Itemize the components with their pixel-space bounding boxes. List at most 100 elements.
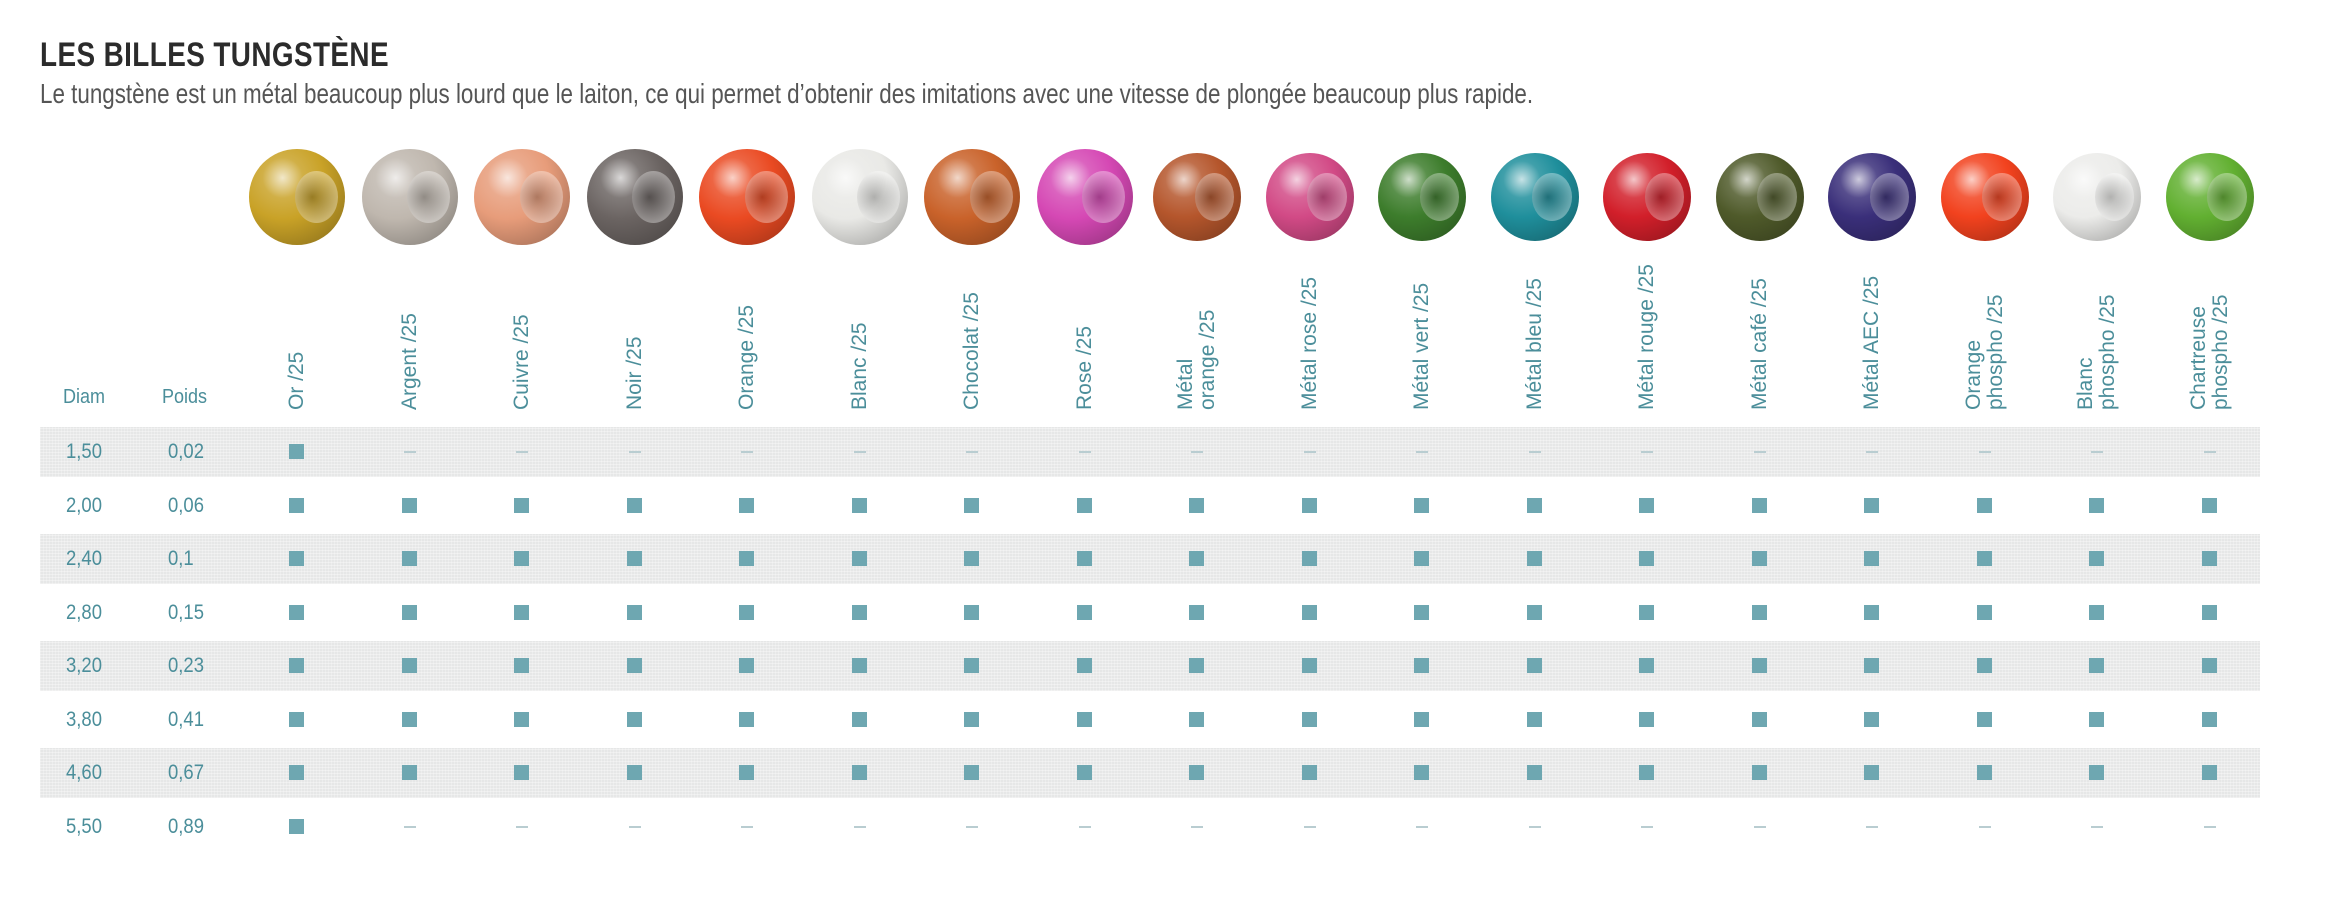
bead-swatch-8: [1153, 153, 1241, 241]
available-marker: [1639, 711, 1654, 727]
bead-swatch-17: [2165, 153, 2254, 241]
color-header: Orange /25: [735, 304, 758, 410]
available-marker: [1414, 765, 1429, 780]
bead-swatch-15: [1940, 153, 2029, 241]
diam-cell: 5,50: [66, 814, 102, 838]
available-marker: [739, 551, 754, 566]
available-marker: [1526, 711, 1542, 727]
available-marker: [289, 818, 304, 834]
available-marker: [964, 497, 979, 513]
available-marker: [1076, 711, 1092, 727]
bead-hole: [1307, 172, 1347, 222]
unavailable-dash: [628, 451, 641, 453]
available-marker: [739, 711, 754, 727]
available-marker: [851, 658, 867, 673]
unavailable-dash: [1978, 451, 1991, 453]
available-marker: [514, 604, 529, 620]
unavailable-dash: [1528, 825, 1541, 828]
available-marker: [2201, 497, 2217, 513]
color-header: Chocolat /25: [960, 292, 983, 410]
available-marker: [2089, 497, 2104, 513]
available-marker: [2201, 551, 2217, 566]
available-marker: [514, 711, 529, 727]
unavailable-dash: [1753, 451, 1766, 453]
available-marker: [1414, 711, 1429, 727]
poids-cell: 0,41: [168, 707, 204, 731]
bead-swatch-2: [474, 149, 570, 245]
available-marker: [1751, 658, 1767, 673]
available-marker: [1639, 765, 1654, 780]
available-marker: [1639, 604, 1654, 620]
diam-cell: 2,00: [66, 493, 102, 517]
diam-cell: 1,50: [66, 440, 102, 463]
row-stripe: [40, 748, 2260, 798]
available-marker: [401, 711, 417, 727]
unavailable-dash: [403, 825, 416, 828]
available-marker: [1189, 604, 1204, 620]
available-marker: [1189, 711, 1204, 727]
available-marker: [2089, 765, 2104, 780]
available-marker: [851, 711, 867, 727]
available-marker: [2201, 711, 2217, 727]
bead-swatch-12: [1603, 153, 1691, 241]
available-marker: [1864, 658, 1879, 673]
bead-hole: [2094, 172, 2135, 222]
unavailable-dash: [1641, 451, 1653, 453]
poids-cell: 0,89: [168, 814, 204, 838]
bead-hole: [1644, 172, 1685, 222]
available-marker: [401, 658, 417, 673]
available-marker: [1414, 658, 1429, 673]
available-marker: [1751, 497, 1767, 513]
bead-swatch-3: [586, 149, 683, 245]
available-marker: [289, 444, 304, 459]
available-marker: [739, 658, 754, 673]
available-marker: [401, 551, 417, 566]
unavailable-dash: [2091, 825, 2103, 828]
available-marker: [964, 658, 979, 673]
unavailable-dash: [1078, 451, 1091, 453]
available-marker: [289, 765, 304, 780]
bead-hole: [294, 170, 338, 224]
available-marker: [1189, 551, 1204, 566]
unavailable-dash: [1078, 825, 1091, 828]
available-marker: [401, 765, 417, 780]
bead-hole: [2207, 172, 2247, 222]
bead-swatch-10: [1378, 153, 1466, 241]
unavailable-dash: [966, 825, 978, 828]
color-header: Chartreuse phospho /25: [2186, 294, 2232, 410]
unavailable-dash: [1303, 825, 1316, 828]
available-marker: [1301, 497, 1317, 513]
available-marker: [1301, 658, 1317, 673]
available-marker: [626, 711, 642, 727]
diam-header: Diam: [63, 386, 106, 408]
poids-cell: 0,67: [168, 761, 204, 784]
bead-swatch-6: [924, 149, 1020, 245]
available-marker: [851, 497, 867, 513]
color-header: Métal rouge /25: [1635, 264, 1658, 410]
bead-hole: [407, 170, 451, 224]
available-marker: [964, 711, 979, 727]
unavailable-dash: [1416, 825, 1428, 828]
available-marker: [1301, 765, 1317, 780]
color-header: Or /25: [285, 351, 308, 410]
available-marker: [1189, 497, 1204, 513]
available-marker: [401, 497, 417, 513]
page-title: LES BILLES TUNGSTÈNE: [40, 36, 389, 74]
unavailable-dash: [741, 825, 753, 828]
color-header: Argent /25: [397, 313, 421, 410]
available-marker: [1189, 765, 1204, 780]
bead-swatch-1: [361, 149, 458, 245]
unavailable-dash: [1753, 825, 1766, 828]
diam-cell: 4,60: [66, 761, 102, 784]
color-header: Métal rose /25: [1297, 276, 1321, 410]
unavailable-dash: [516, 825, 528, 828]
available-marker: [1414, 604, 1429, 620]
available-marker: [2201, 658, 2217, 673]
available-marker: [739, 497, 754, 513]
poids-cell: 0,15: [168, 600, 204, 624]
unavailable-dash: [1528, 451, 1541, 453]
bead-hole: [857, 170, 901, 224]
available-marker: [1976, 711, 1992, 727]
unavailable-dash: [853, 451, 866, 453]
color-header: Blanc /25: [847, 322, 871, 410]
